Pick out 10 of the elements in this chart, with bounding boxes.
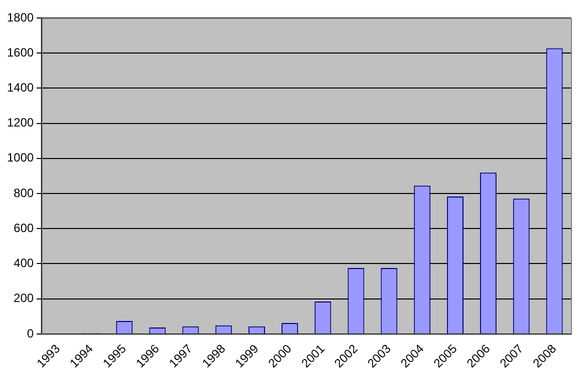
y-tick-label: 200	[14, 291, 34, 306]
y-tick-label: 400	[14, 256, 34, 270]
y-tick-label: 600	[14, 220, 34, 235]
y-tick-label: 1200	[6, 116, 34, 130]
y-tick-label: 0	[27, 326, 34, 340]
y-tick-label: 1800	[6, 10, 34, 24]
y-tick-label: 1400	[6, 80, 34, 95]
y-tick-label: 1000	[6, 150, 34, 165]
y-tick-label: 800	[14, 186, 34, 200]
y-tick-label: 1600	[6, 45, 34, 60]
